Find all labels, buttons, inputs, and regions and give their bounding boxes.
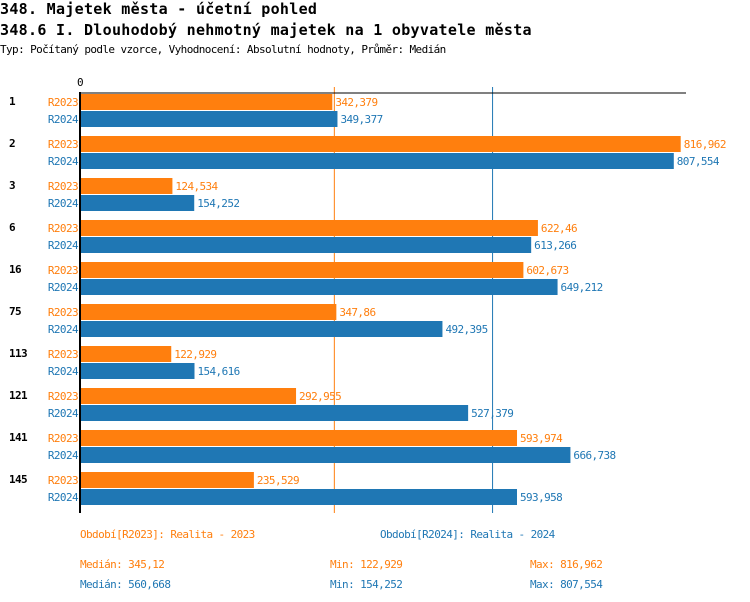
series-label: R2024 [48, 491, 79, 504]
data-label: 347,86 [339, 306, 375, 319]
legend-item: Období[R2023]: Realita - 2023 [80, 528, 255, 541]
category-label: 6 [9, 221, 16, 234]
series-label: R2023 [48, 222, 78, 235]
data-label: 122,929 [174, 348, 216, 361]
category-label: 145 [9, 473, 27, 486]
bar-R2023 [81, 178, 173, 194]
category-label: 16 [9, 263, 22, 276]
data-label: 154,616 [197, 365, 239, 378]
category-label: 141 [9, 431, 28, 444]
stat-min: Min: 122,929 [330, 558, 402, 571]
category-label: 113 [9, 347, 27, 360]
bar-R2023 [81, 346, 172, 362]
series-label: R2024 [48, 407, 79, 420]
series-label: R2024 [48, 365, 79, 378]
bar-R2023 [81, 430, 518, 446]
series-label: R2024 [48, 449, 79, 462]
series-label: R2023 [48, 138, 78, 151]
data-label: 613,266 [534, 239, 576, 252]
category-label: 121 [9, 389, 28, 402]
page-title: 348. Majetek města - účetní pohled [0, 0, 318, 18]
series-label: R2023 [48, 96, 78, 109]
bar-R2024 [81, 447, 571, 463]
data-label: 349,377 [340, 113, 382, 126]
bar-R2023 [81, 94, 333, 110]
bar-R2024 [81, 489, 518, 505]
stat-max: Max: 807,554 [530, 578, 603, 591]
series-label: R2024 [48, 323, 79, 336]
bar-R2024 [81, 153, 674, 169]
stat-min: Min: 154,252 [330, 578, 402, 591]
data-label: 342,379 [335, 96, 377, 109]
category-label: 75 [9, 305, 21, 318]
series-label: R2023 [48, 348, 78, 361]
data-label: 622,46 [541, 222, 577, 235]
data-label: 807,554 [677, 155, 720, 168]
series-label: R2024 [48, 113, 79, 126]
bar-R2023 [81, 136, 681, 152]
series-label: R2024 [48, 155, 79, 168]
stat-max: Max: 816,962 [530, 558, 602, 571]
stat-median: Medián: 345,12 [80, 558, 164, 571]
data-label: 649,212 [561, 281, 603, 294]
bar-R2023 [81, 472, 254, 488]
bar-R2024 [81, 237, 532, 253]
x-tick-label: 0 [77, 76, 83, 89]
series-label: R2024 [48, 239, 79, 252]
series-label: R2023 [48, 474, 78, 487]
data-label: 154,252 [197, 197, 239, 210]
bar-R2023 [81, 388, 297, 404]
series-label: R2023 [48, 264, 78, 277]
data-label: 492,395 [445, 323, 487, 336]
data-label: 593,958 [520, 491, 562, 504]
chart-info: Typ: Počítaný podle vzorce, Vyhodnocení:… [0, 43, 446, 56]
bar-R2024 [81, 405, 469, 421]
category-label: 3 [9, 179, 15, 192]
bar-R2024 [81, 195, 195, 211]
series-label: R2023 [48, 180, 78, 193]
data-label: 124,534 [175, 180, 218, 193]
data-label: 527,379 [471, 407, 513, 420]
bar-R2024 [81, 279, 558, 295]
series-label: R2023 [48, 306, 78, 319]
data-label: 593,974 [520, 432, 563, 445]
legend-item: Období[R2024]: Realita - 2024 [380, 528, 556, 541]
data-label: 816,962 [684, 138, 726, 151]
series-label: R2024 [48, 197, 79, 210]
series-label: R2023 [48, 432, 78, 445]
category-label: 2 [9, 137, 15, 150]
series-label: R2024 [48, 281, 79, 294]
data-label: 602,673 [526, 264, 568, 277]
chart-subtitle: 348.6 I. Dlouhodobý nehmotný majetek na … [0, 21, 532, 39]
series-label: R2023 [48, 390, 78, 403]
data-label: 666,738 [573, 449, 615, 462]
bar-R2023 [81, 262, 524, 278]
data-label: 235,529 [257, 474, 299, 487]
bar-R2023 [81, 220, 538, 236]
data-label: 292,955 [299, 390, 341, 403]
bar-R2024 [81, 363, 195, 379]
bar-R2024 [81, 321, 443, 337]
category-label: 1 [9, 95, 16, 108]
bar-R2023 [81, 304, 337, 320]
stat-median: Medián: 560,668 [80, 578, 170, 591]
bar-R2024 [81, 111, 338, 127]
